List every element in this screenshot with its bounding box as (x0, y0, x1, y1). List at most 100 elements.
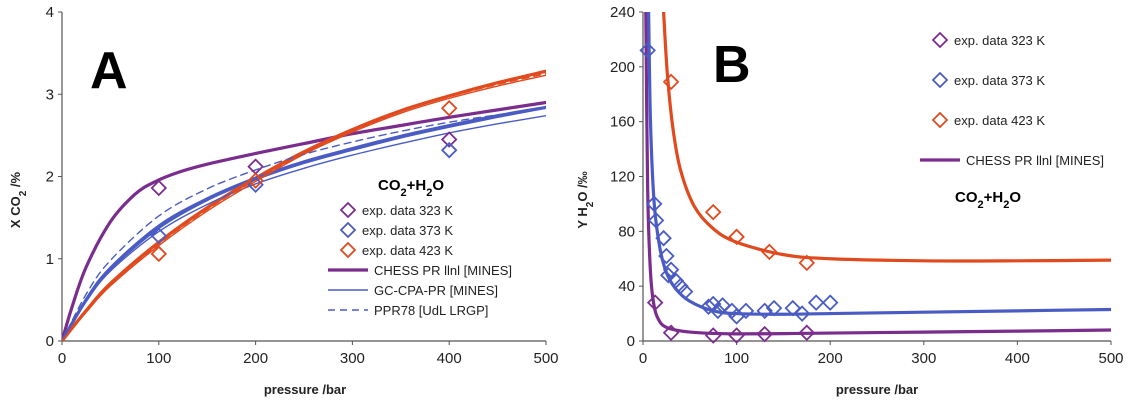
y-tick-label: 160 (610, 114, 635, 131)
data-point (662, 73, 680, 91)
data-point (647, 212, 665, 229)
y-tick-label: 0 (46, 333, 54, 350)
legend-label: GC-CPA-PR [MINES] (374, 283, 498, 298)
y-axis-label: X CO2 /% (8, 171, 29, 228)
data-point (756, 325, 773, 343)
data-point (714, 297, 731, 314)
data-point (150, 179, 168, 197)
data-point (728, 308, 745, 325)
y-axis-label: Y H2O /‰ (575, 171, 596, 228)
series-line (62, 72, 546, 341)
data-point (728, 327, 745, 344)
series-lines (62, 69, 546, 341)
legend: exp. data 323 K exp. data 373 K exp. data … (328, 201, 512, 318)
data-point (756, 302, 773, 320)
x-tick-label: 200 (818, 350, 843, 367)
legend-title: CO2+H2O (955, 189, 1021, 211)
data-point (150, 245, 168, 263)
data-point (737, 302, 755, 320)
x-tick-label: 100 (146, 350, 171, 367)
x-axis-label: pressure /bar (836, 382, 918, 397)
legend-marker (931, 31, 949, 49)
data-point (440, 99, 458, 117)
series-line (62, 100, 546, 341)
legend-label: exp. data 373 K (362, 223, 453, 238)
data-point (765, 299, 783, 317)
data-point (728, 228, 745, 246)
y-tick-label: 2 (46, 169, 54, 186)
data-point (704, 327, 722, 344)
x-tick-label: 100 (724, 350, 749, 367)
y-tick-label: 200 (610, 59, 635, 76)
series-line (62, 107, 546, 341)
plot-area: 0 100 200 300 400 500 0 40 80 120 160 200 240 (610, 4, 1124, 367)
data-point (646, 294, 664, 311)
data-point (761, 243, 778, 261)
y-tick-label: 40 (618, 278, 635, 295)
x-tick-label: 200 (243, 350, 268, 367)
y-tick-label: 3 (46, 86, 54, 103)
panel-letter: B (713, 36, 751, 94)
panel-letter: A (90, 42, 128, 100)
legend-label: CHESS PR llnl [MINES] (966, 153, 1104, 168)
legend-marker (931, 71, 949, 89)
series-line (62, 105, 546, 341)
x-tick-label: 400 (437, 350, 462, 367)
data-point (798, 324, 816, 342)
x-tick-label: 0 (58, 350, 66, 367)
y-tick-label: 0 (627, 333, 635, 350)
data-point (784, 299, 802, 317)
legend-marker (339, 201, 357, 219)
plot-area: 0 100 200 300 400 500 0 1 2 3 4 (46, 4, 559, 367)
series-line (644, 12, 1111, 336)
x-tick-label: 400 (1005, 350, 1030, 367)
chart-panel-b: 0 100 200 300 400 500 0 40 80 120 160 200 240 B Y H2… (575, 4, 1124, 397)
legend-title: CO2+H2O (378, 177, 444, 199)
data-point (709, 302, 727, 320)
y-tick-label: 80 (618, 223, 635, 240)
series-line (62, 74, 546, 341)
legend-label: exp. data 323 K (362, 203, 453, 218)
legend: exp. data 323 K exp. data 373 K exp. data … (920, 31, 1104, 168)
x-tick-label: 500 (533, 350, 558, 367)
data-point (662, 324, 680, 342)
data-point (704, 203, 722, 221)
legend-label: exp. data 423 K (954, 113, 1045, 128)
series-line (62, 69, 546, 341)
legend-label: CHESS PR llnl [MINES] (374, 263, 512, 278)
data-point (247, 158, 264, 175)
data-point (662, 261, 680, 278)
legend-label: exp. data 323 K (954, 33, 1045, 48)
data-point (798, 254, 816, 272)
legend-label: PPR78 [UdL LRGP] (374, 303, 488, 318)
data-markers (150, 99, 458, 263)
data-point (645, 195, 663, 213)
data-point (807, 294, 825, 311)
legend-marker (339, 241, 357, 259)
data-point (700, 298, 717, 316)
legend-marker (339, 221, 357, 239)
data-point (440, 141, 458, 159)
legend-label: exp. data 373 K (954, 73, 1045, 88)
y-tick-label: 240 (610, 4, 635, 21)
data-point (655, 229, 672, 247)
data-point (658, 247, 675, 265)
data-point (639, 42, 656, 59)
data-point (793, 305, 811, 322)
data-point (821, 294, 839, 311)
data-point (659, 266, 677, 284)
data-point (150, 227, 168, 244)
x-tick-label: 300 (340, 350, 365, 367)
y-tick-label: 1 (46, 251, 54, 268)
data-markers (639, 42, 839, 344)
legend-label: exp. data 423 K (362, 243, 453, 258)
chart-panel-a: 0 100 200 300 400 500 0 1 2 3 4 A X CO2 /% pressur… (8, 4, 559, 397)
legend-marker (931, 111, 949, 129)
y-tick-label: 4 (46, 4, 54, 21)
data-point (723, 302, 741, 320)
x-tick-label: 0 (639, 350, 647, 367)
data-point (704, 295, 722, 313)
x-tick-label: 500 (1098, 350, 1123, 367)
y-tick-label: 120 (610, 169, 635, 186)
x-tick-label: 300 (911, 350, 936, 367)
